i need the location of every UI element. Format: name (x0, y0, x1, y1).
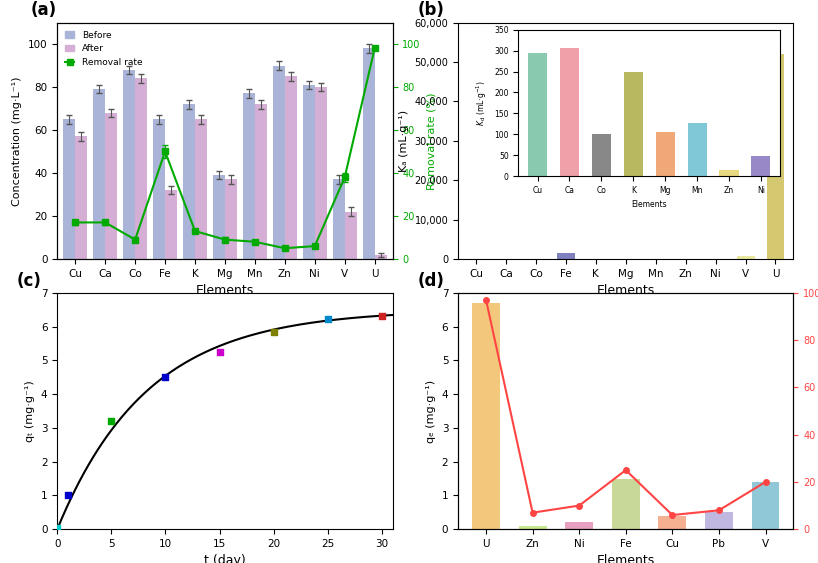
Point (61, 491, 74, 500)
Bar (658, 516, 686, 529)
Legend: Before, After, Removal rate: Before, After, Removal rate (62, 27, 146, 70)
Bar (612, 479, 640, 529)
X-axis label: Elements: Elements (596, 284, 655, 297)
Y-axis label: Concentration (mg·L⁻¹): Concentration (mg·L⁻¹) (12, 76, 22, 205)
Bar (472, 303, 500, 529)
Bar (63, 119, 75, 259)
Y-axis label: qₑ (mg·g⁻¹): qₑ (mg·g⁻¹) (426, 379, 436, 443)
Bar (195, 119, 207, 259)
Bar (315, 87, 326, 259)
Bar (565, 522, 593, 529)
Bar (557, 253, 575, 259)
X-axis label: t (day): t (day) (204, 555, 246, 563)
Bar (766, 54, 784, 259)
Text: (c): (c) (17, 272, 42, 290)
Bar (752, 482, 780, 529)
Bar (273, 65, 285, 259)
Bar (153, 119, 165, 259)
Y-axis label: Removal rate (%): Removal rate (%) (426, 92, 436, 190)
Bar (93, 89, 106, 259)
Bar (362, 48, 375, 259)
Text: (a): (a) (30, 2, 56, 20)
Point (267, 327, 281, 336)
Bar (183, 104, 195, 259)
Bar (333, 180, 344, 259)
Point (375, 312, 389, 321)
Bar (375, 254, 387, 259)
Bar (285, 76, 297, 259)
Bar (106, 113, 117, 259)
Point (105, 417, 118, 426)
Bar (519, 526, 546, 529)
Bar (75, 136, 88, 259)
Point (51, 523, 64, 532)
Y-axis label: qₜ (mg·g⁻¹): qₜ (mg·g⁻¹) (25, 380, 35, 442)
Text: (d): (d) (418, 272, 445, 290)
Bar (124, 70, 135, 259)
Bar (255, 104, 267, 259)
X-axis label: Elements: Elements (596, 555, 655, 563)
Bar (135, 78, 147, 259)
Bar (225, 180, 237, 259)
X-axis label: Elements: Elements (196, 284, 254, 297)
Point (213, 347, 226, 356)
Bar (736, 256, 754, 259)
Y-axis label: Kₐ (mL·g⁻¹): Kₐ (mL·g⁻¹) (399, 110, 409, 172)
Bar (243, 93, 255, 259)
Bar (303, 85, 315, 259)
Bar (705, 512, 733, 529)
Bar (344, 212, 357, 259)
Point (159, 373, 172, 382)
Text: (b): (b) (418, 2, 445, 20)
Bar (213, 175, 225, 259)
Point (321, 315, 335, 324)
Bar (165, 190, 177, 259)
